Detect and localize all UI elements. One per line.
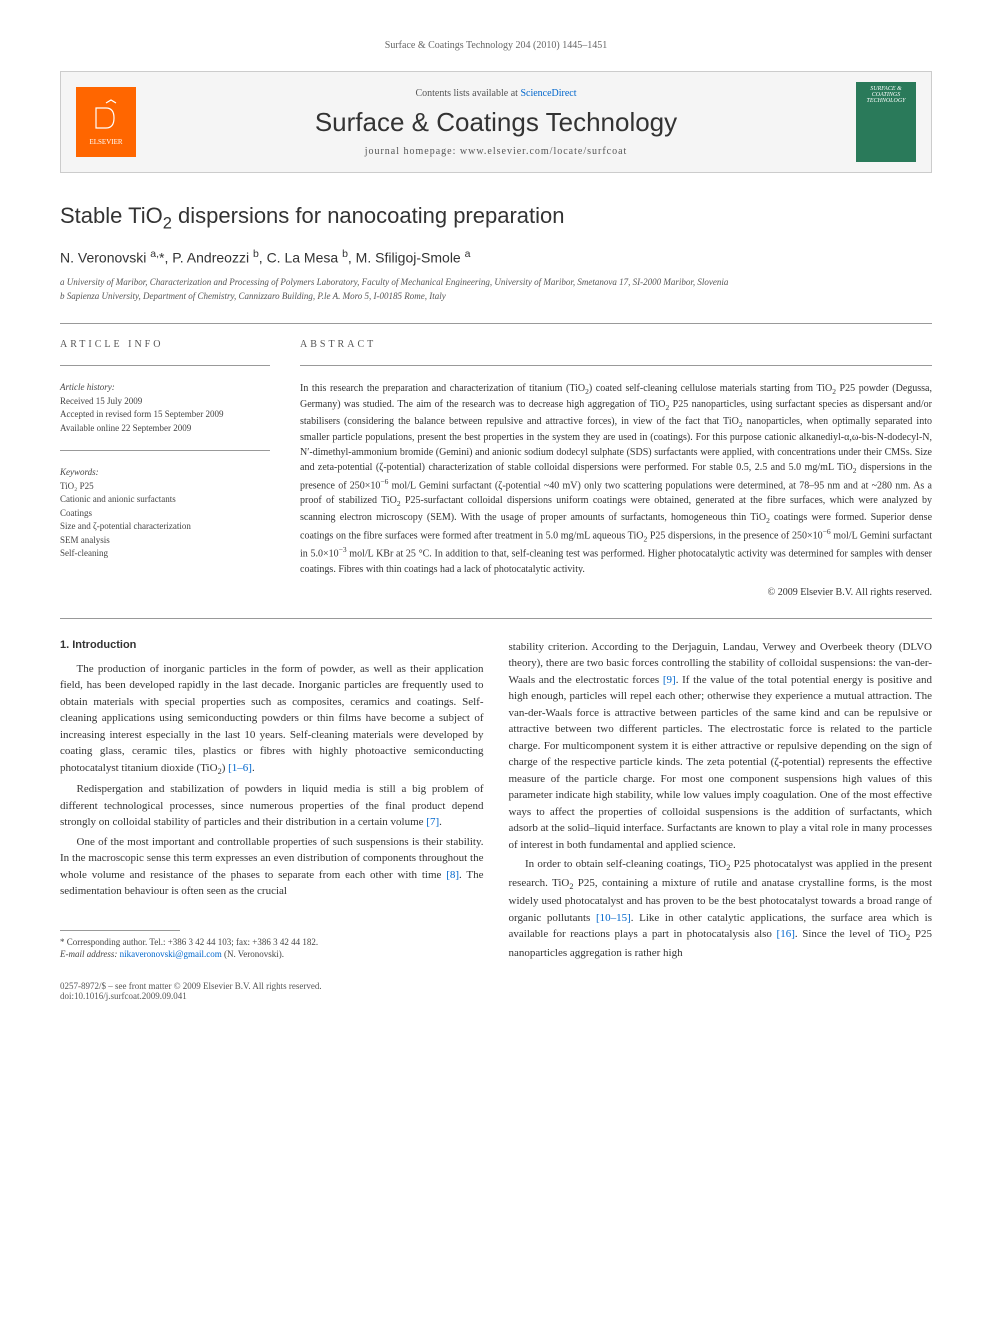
affiliation-b: b Sapienza University, Department of Che…: [60, 290, 932, 304]
left-column: 1. Introduction The production of inorga…: [60, 639, 484, 1001]
journal-cover-thumb: SURFACE & COATINGS TECHNOLOGY: [856, 82, 916, 162]
journal-title: Surface & Coatings Technology: [156, 107, 836, 138]
contents-available-line: Contents lists available at ScienceDirec…: [156, 88, 836, 99]
article-title: Stable TiO2 dispersions for nanocoating …: [60, 203, 932, 233]
keywords-block: Keywords: TiO₂ P25 Cationic and anionic …: [60, 466, 270, 561]
doi-line: doi:10.1016/j.surfcoat.2009.09.041: [60, 991, 484, 1001]
keyword: Self-cleaning: [60, 547, 270, 561]
history-received: Received 15 July 2009: [60, 395, 270, 409]
footer-block: 0257-8972/$ – see front matter © 2009 El…: [60, 981, 484, 1001]
keyword: Coatings: [60, 507, 270, 521]
keywords-title: Keywords:: [60, 466, 270, 480]
divider: [60, 323, 932, 324]
paragraph: stability criterion. According to the De…: [509, 639, 933, 854]
paragraph: In order to obtain self-cleaning coating…: [509, 856, 933, 961]
abstract-block: abstract In this research the preparatio…: [300, 339, 932, 598]
body-two-column: 1. Introduction The production of inorga…: [60, 639, 932, 1001]
affiliation-a: a University of Maribor, Characterizatio…: [60, 276, 932, 290]
email-author-name: (N. Veronovski).: [224, 949, 284, 959]
issn-line: 0257-8972/$ – see front matter © 2009 El…: [60, 981, 484, 991]
abstract-heading: abstract: [300, 339, 932, 350]
keyword: TiO₂ P25: [60, 480, 270, 494]
sciencedirect-link[interactable]: ScienceDirect: [520, 88, 576, 99]
divider: [60, 618, 932, 619]
journal-banner: ELSEVIER Contents lists available at Sci…: [60, 71, 932, 173]
body-text-left: The production of inorganic particles in…: [60, 661, 484, 900]
paragraph: Redispergation and stabilization of powd…: [60, 781, 484, 831]
author-list: N. Veronovski a,*, P. Andreozzi b, C. La…: [60, 248, 932, 266]
keyword: SEM analysis: [60, 534, 270, 548]
article-history: Article history: Received 15 July 2009 A…: [60, 381, 270, 435]
section-1-heading: 1. Introduction: [60, 639, 484, 651]
email-label: E-mail address:: [60, 949, 117, 959]
divider: [60, 365, 270, 366]
paragraph: One of the most important and controllab…: [60, 834, 484, 900]
history-online: Available online 22 September 2009: [60, 422, 270, 436]
keyword: Size and ζ-potential characterization: [60, 520, 270, 534]
citation-header: Surface & Coatings Technology 204 (2010)…: [60, 40, 932, 51]
journal-homepage: journal homepage: www.elsevier.com/locat…: [156, 146, 836, 157]
corresponding-author-footnote: * Corresponding author. Tel.: +386 3 42 …: [60, 936, 484, 961]
divider: [60, 450, 270, 451]
elsevier-logo: ELSEVIER: [76, 87, 136, 157]
body-text-right: stability criterion. According to the De…: [509, 639, 933, 962]
abstract-text: In this research the preparation and cha…: [300, 381, 932, 577]
right-column: stability criterion. According to the De…: [509, 639, 933, 1001]
history-accepted: Accepted in revised form 15 September 20…: [60, 408, 270, 422]
footnote-divider: [60, 930, 180, 931]
banner-center: Contents lists available at ScienceDirec…: [136, 88, 856, 157]
corresponding-line: * Corresponding author. Tel.: +386 3 42 …: [60, 936, 484, 949]
divider: [300, 365, 932, 366]
history-title: Article history:: [60, 381, 270, 395]
article-info-block: article info Article history: Received 1…: [60, 339, 270, 598]
affiliations: a University of Maribor, Characterizatio…: [60, 276, 932, 303]
paragraph: The production of inorganic particles in…: [60, 661, 484, 779]
abstract-copyright: © 2009 Elsevier B.V. All rights reserved…: [300, 587, 932, 598]
article-info-heading: article info: [60, 339, 270, 350]
email-link[interactable]: nikaveronovski@gmail.com: [120, 949, 222, 959]
keyword: Cationic and anionic surfactants: [60, 493, 270, 507]
